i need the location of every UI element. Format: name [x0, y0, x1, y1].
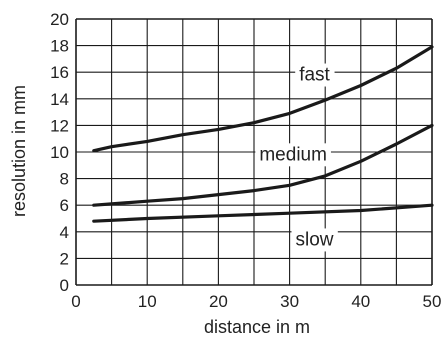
x-tick-label: 0 — [71, 292, 80, 311]
x-tick-label: 10 — [138, 292, 157, 311]
y-tick-label: 10 — [50, 143, 69, 162]
tick-labels: 0 10 20 30 40 50 0 2 4 6 8 10 12 14 16 18 20 — [50, 10, 441, 311]
x-tick-label: 30 — [280, 292, 299, 311]
series-lines — [94, 47, 432, 221]
series-label-text: medium — [259, 144, 327, 165]
x-axis-label: distance in m — [204, 317, 310, 337]
x-tick-label: 20 — [209, 292, 228, 311]
series-label-text: slow — [296, 229, 334, 250]
y-tick-label: 18 — [50, 37, 69, 56]
y-tick-label: 16 — [50, 63, 69, 82]
y-tick-label: 0 — [60, 276, 69, 295]
y-tick-label: 6 — [60, 196, 69, 215]
series-label-text: fast — [299, 65, 330, 86]
y-tick-label: 12 — [50, 116, 69, 135]
y-axis-label: resolution in mm — [9, 85, 29, 217]
series-label-fast: fast — [295, 64, 334, 87]
series-label-slow: slow — [292, 228, 338, 251]
series-label-medium: medium — [255, 143, 331, 166]
y-tick-label: 20 — [50, 10, 69, 29]
x-tick-label: 40 — [351, 292, 370, 311]
y-tick-label: 2 — [60, 249, 69, 268]
series-line-slow — [94, 205, 432, 221]
y-tick-label: 4 — [60, 223, 69, 242]
x-tick-label: 50 — [423, 292, 442, 311]
y-tick-label: 14 — [50, 90, 69, 109]
y-tick-label: 8 — [60, 170, 69, 189]
